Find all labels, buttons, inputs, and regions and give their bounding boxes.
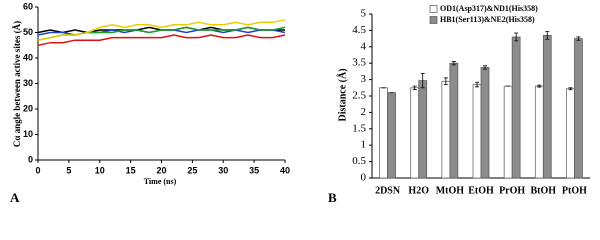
y-tick-label: 0 [361, 172, 367, 184]
x-tick-label: 30 [218, 165, 228, 175]
bar [387, 92, 396, 179]
bar [472, 84, 482, 179]
x-tick-label: 20 [156, 165, 166, 175]
legend-label: OD1(Asp317)&ND1(His358) [440, 4, 538, 13]
y-tick-label: 1 [361, 139, 367, 151]
y-tick-label: 4.5 [352, 24, 366, 36]
y-tick-label: 2 [361, 106, 367, 118]
y-tick-label: 5 [361, 8, 367, 20]
bar [534, 85, 544, 179]
bar [503, 85, 513, 179]
y-tick-label: 4 [361, 40, 367, 52]
error-bar [443, 77, 448, 85]
legend-swatch [429, 5, 438, 13]
bar [480, 67, 490, 179]
x-tick-label: MtOH [436, 185, 465, 196]
bar [449, 62, 459, 179]
y-tick-label: 30 [23, 78, 33, 88]
y-tick-label: 10 [23, 129, 33, 139]
error-bar [412, 85, 417, 90]
legend-label: HB1(Ser113)&NE2(His358) [440, 15, 535, 24]
legend-swatch [429, 16, 438, 24]
x-tick-label: 0 [35, 165, 40, 175]
error-bar [451, 61, 456, 66]
error-bar [514, 32, 519, 42]
error-bar [537, 84, 542, 88]
x-tick-label: PrOH [499, 185, 525, 196]
x-tick-label: PtOH [562, 185, 587, 196]
error-bar [483, 65, 487, 70]
y-tick-label: 40 [23, 52, 33, 62]
error-bar [568, 87, 573, 91]
y-tick-label: 3.5 [352, 57, 366, 69]
y-tick-label: 50 [23, 27, 33, 37]
x-tick-label: BtOH [531, 185, 557, 196]
bar [379, 87, 388, 179]
x-tick-label: 5 [66, 165, 71, 175]
x-tick-label: 10 [95, 165, 105, 175]
data-line [37, 34, 286, 47]
bar [441, 80, 451, 179]
y-tick-label: 60 [23, 1, 33, 11]
error-bar [576, 36, 581, 41]
y-axis-label: Distance (Å) [336, 68, 348, 121]
figure: A Time (ns) Cα angle between active site… [10, 1, 590, 205]
x-tick-label: 2DSN [375, 185, 401, 196]
data-line [37, 19, 286, 41]
y-tick-label: 2.5 [352, 90, 366, 102]
y-tick-label: 0.5 [352, 155, 366, 167]
y-tick-label: 3 [361, 73, 367, 85]
y-tick-label: 1.5 [352, 122, 366, 134]
panel-label: B [328, 190, 337, 205]
x-tick-label: 25 [187, 165, 197, 175]
x-tick-label: 40 [280, 165, 290, 175]
x-tick-label: H2O [408, 185, 429, 196]
y-tick-label: 0 [28, 154, 33, 164]
bar [410, 87, 420, 179]
bar [566, 88, 575, 179]
bar [574, 38, 583, 179]
x-axis-label: Time (ns) [144, 177, 177, 186]
y-axis-label: Cα angle between active sites (Å) [12, 21, 22, 147]
y-tick-label: 20 [23, 103, 33, 113]
error-bar [420, 72, 425, 89]
x-tick-label: 35 [249, 165, 259, 175]
error-bar [475, 81, 479, 88]
panel-label: A [10, 190, 20, 205]
x-tick-label: 15 [126, 165, 136, 175]
error-bar [545, 30, 550, 40]
x-tick-label: EtOH [468, 185, 494, 196]
bar [511, 36, 521, 179]
bar [542, 34, 552, 179]
bar [418, 80, 428, 179]
